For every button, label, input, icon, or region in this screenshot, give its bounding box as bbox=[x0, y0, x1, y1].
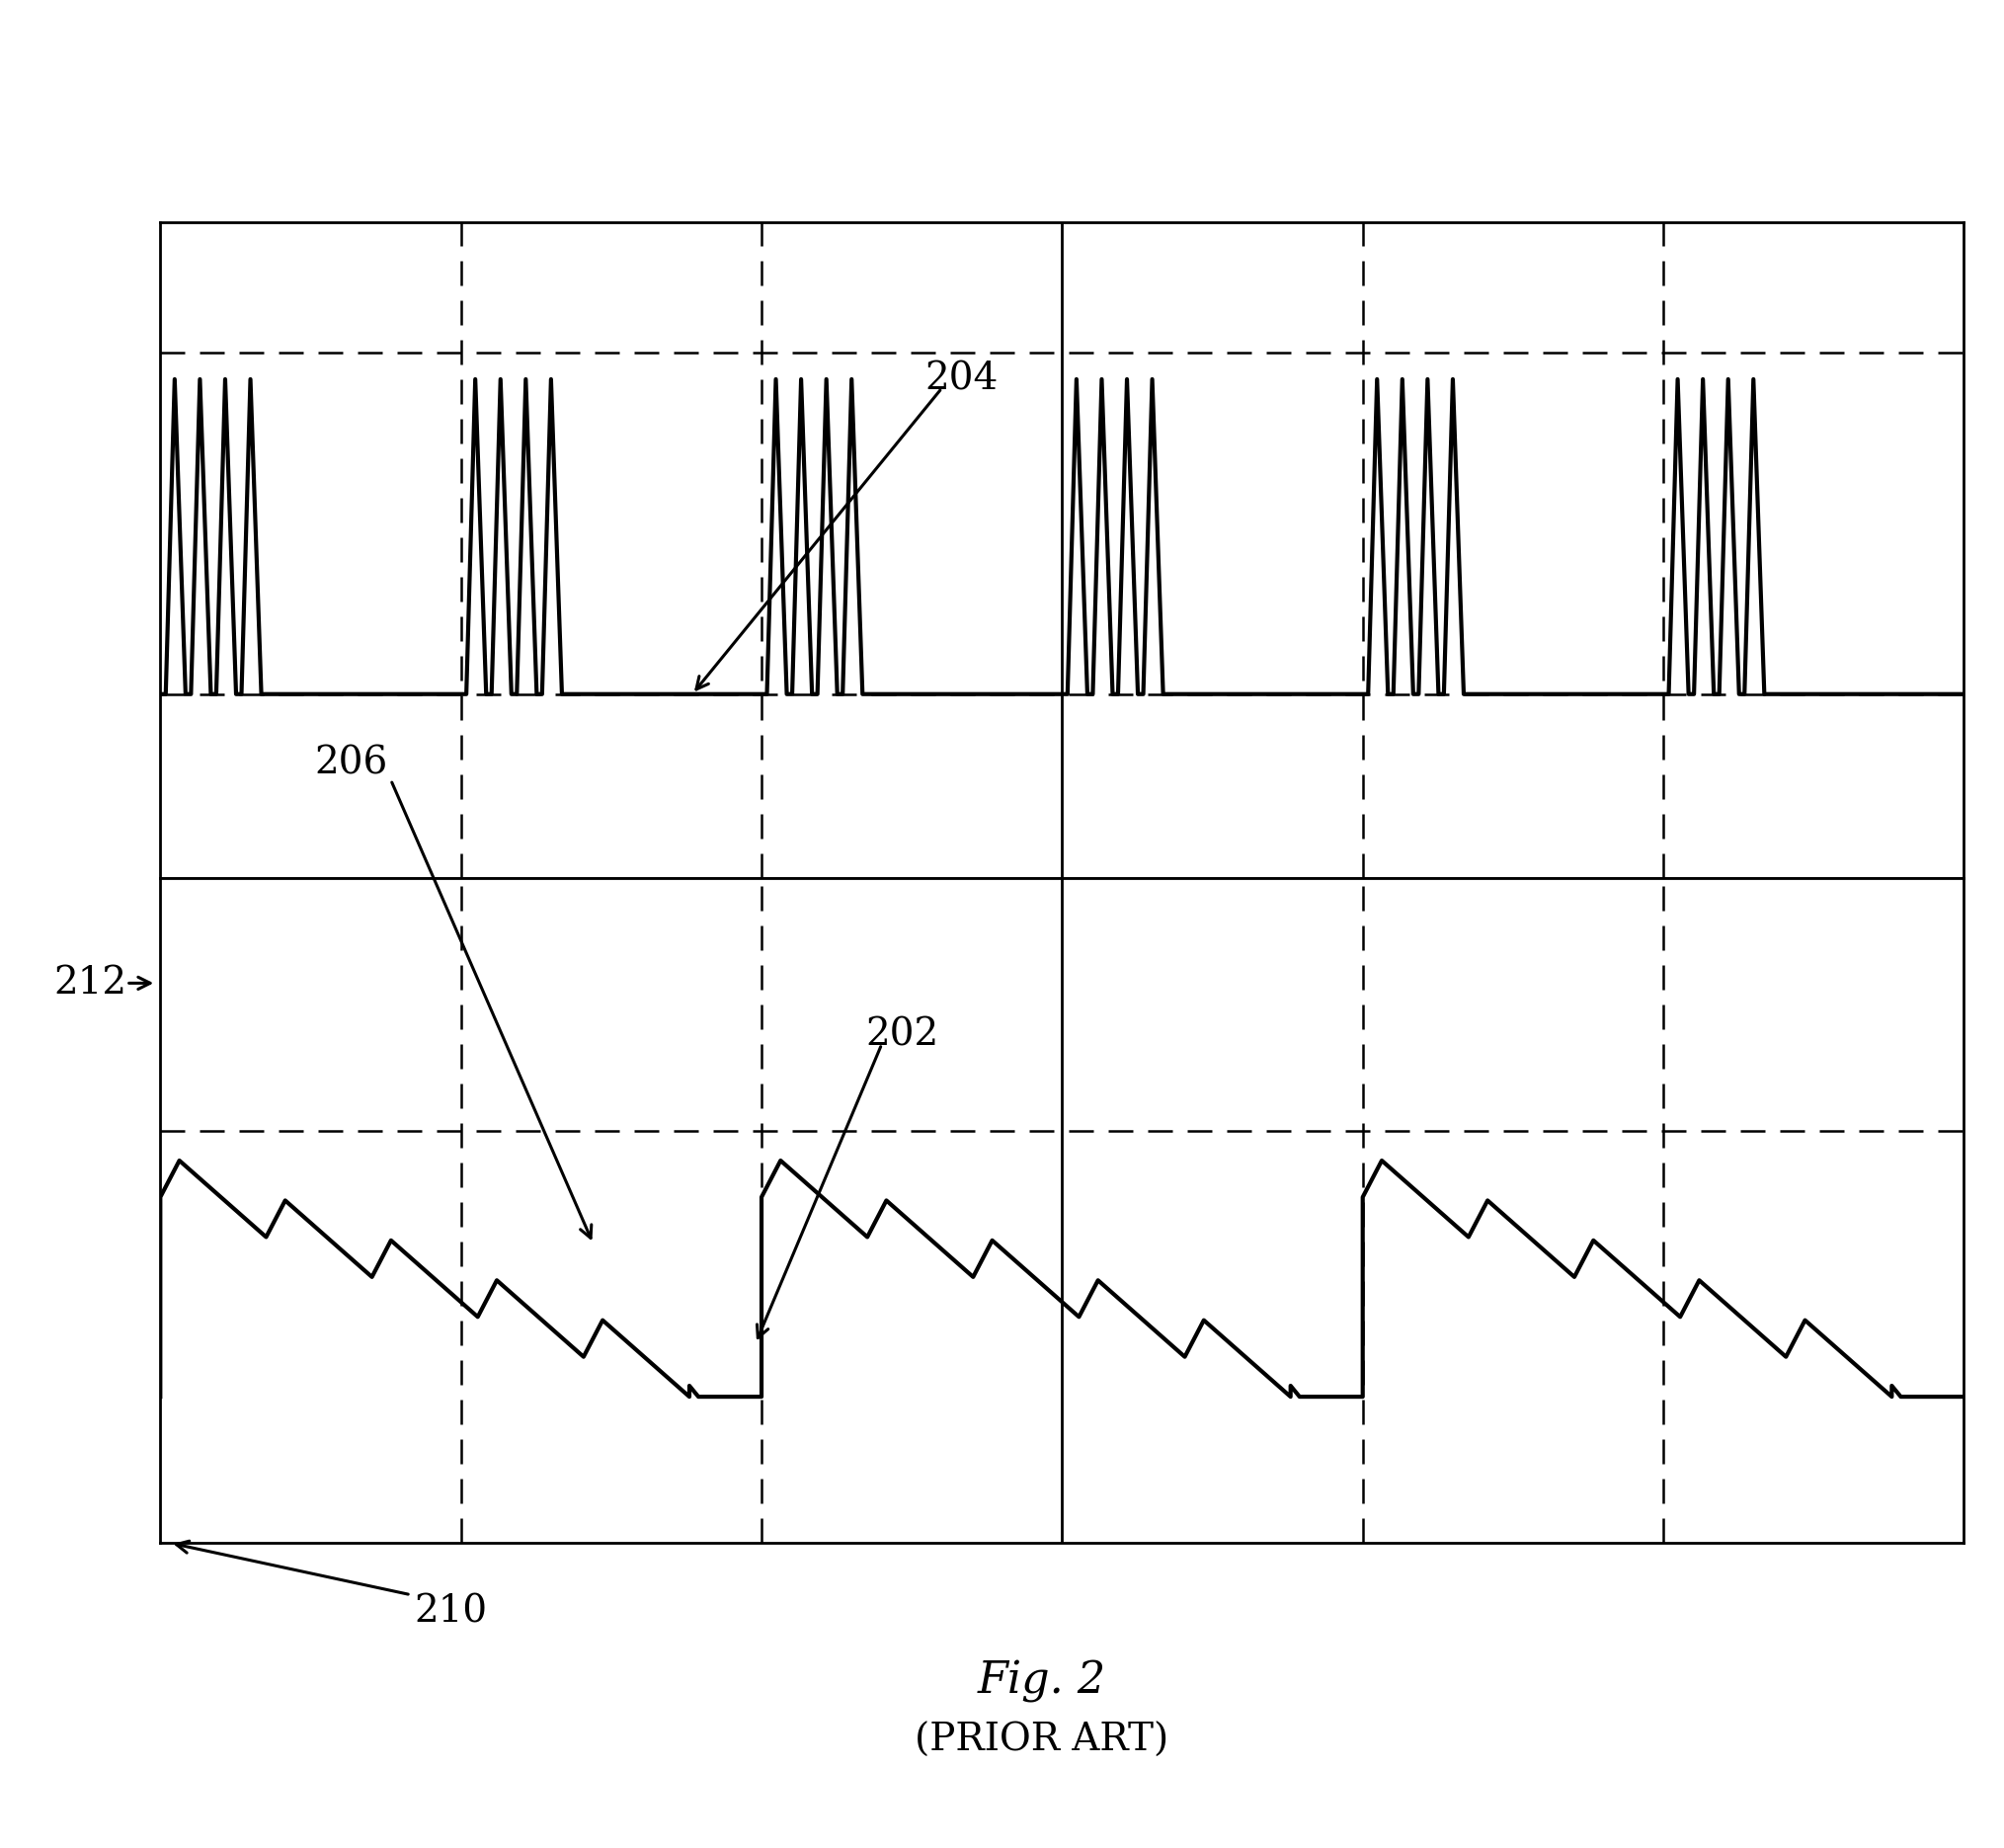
Text: 210: 210 bbox=[415, 1593, 487, 1630]
Text: (PRIOR ART): (PRIOR ART) bbox=[916, 1722, 1168, 1759]
Text: 204: 204 bbox=[926, 360, 998, 397]
Text: Fig. 2: Fig. 2 bbox=[978, 1660, 1106, 1704]
Text: 202: 202 bbox=[866, 1016, 938, 1053]
Text: 212: 212 bbox=[54, 965, 126, 1002]
Text: 206: 206 bbox=[315, 745, 387, 782]
